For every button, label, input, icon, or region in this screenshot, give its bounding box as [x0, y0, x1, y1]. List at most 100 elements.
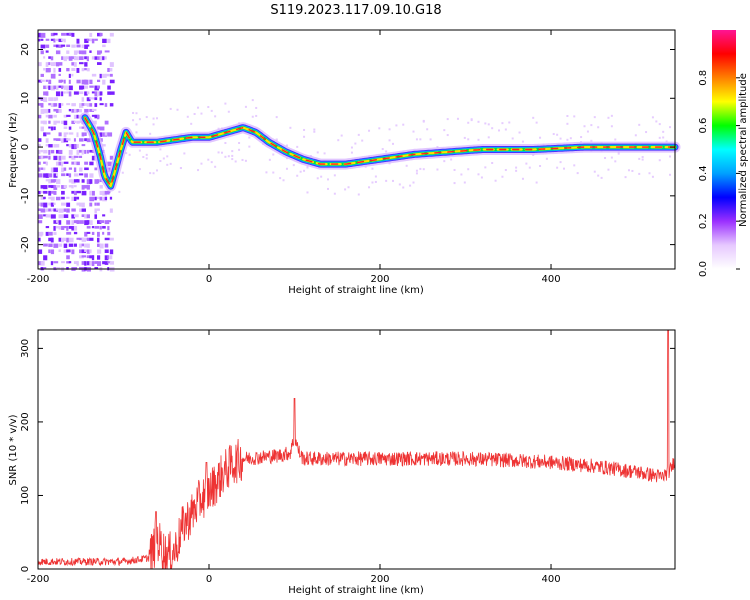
spectrogram-cell	[166, 163, 169, 166]
spectrogram-cell	[55, 144, 60, 148]
spectrogram-cell	[76, 261, 79, 266]
spectrogram-cell	[45, 173, 49, 178]
spectrogram-cell	[107, 85, 111, 90]
spectrogram-cell	[99, 220, 105, 223]
spectrogram-cell	[610, 156, 613, 159]
spectrogram-cell	[214, 115, 217, 118]
spectrogram-cell	[48, 120, 51, 124]
spectrogram-cell	[71, 196, 77, 201]
spectrogram-cell	[91, 38, 95, 44]
spectrogram-cell	[68, 149, 73, 155]
spectrogram-cell	[532, 116, 535, 119]
spectrogram-cell	[658, 123, 661, 126]
spectrogram-cell	[89, 149, 93, 153]
spectrogram-cell	[66, 202, 71, 207]
spectrogram-cell	[94, 85, 99, 91]
snr-series-line	[37, 329, 676, 570]
spectrogram-cell	[138, 118, 141, 121]
spectrogram-cell	[66, 226, 69, 231]
spectrogram-cell	[71, 32, 75, 37]
spectrogram-cell	[38, 114, 42, 119]
spectrogram-cell	[58, 249, 61, 252]
spectrogram-cell	[504, 128, 507, 131]
spectrogram-cell	[61, 190, 65, 195]
spectrogram-cell	[96, 208, 100, 211]
spectrogram-cell	[68, 261, 72, 264]
spectrogram-cell	[43, 149, 48, 154]
spectrogram-cell	[53, 167, 58, 173]
spectrogram-cell	[604, 157, 607, 160]
colorbar: 0.0 0.2 0.4 0.6 0.8 Normalized spectral ampl…	[698, 30, 749, 277]
spectrogram-cell	[43, 243, 48, 247]
spectrogram-cell	[71, 103, 76, 107]
spectrogram-cell	[76, 149, 80, 155]
spectrogram-cell	[409, 184, 412, 187]
spectrogram-cell	[374, 175, 377, 178]
spectrogram-cell	[71, 226, 76, 231]
spectrogram-cell	[38, 214, 43, 219]
spectrogram-cell	[91, 255, 95, 261]
spectrogram-cell	[463, 181, 466, 184]
spectrogram-cell	[38, 149, 41, 154]
y-tick-label: 20	[20, 43, 31, 56]
spectrogram-cell	[91, 73, 97, 77]
spectrogram-cell	[43, 255, 48, 261]
spectrogram-cell	[109, 79, 115, 84]
spectrogram-cell	[73, 185, 77, 188]
spectrogram-cell	[73, 144, 78, 149]
spectrogram-cell	[91, 56, 95, 60]
colorbar-tick-label: 0.8	[698, 70, 709, 86]
spectrogram-cell	[58, 214, 64, 219]
spectrogram-cell	[68, 185, 74, 188]
spectrogram-cell	[66, 208, 70, 213]
spectrogram-cell	[66, 44, 71, 48]
spectrogram-cell	[71, 67, 76, 71]
spectrogram-cell	[73, 161, 79, 165]
spectrogram-cell	[81, 179, 85, 183]
spectrogram-cell	[200, 162, 203, 165]
spectrogram-cell	[43, 91, 49, 96]
spectrogram-cell	[102, 79, 106, 85]
spectrogram-cell	[68, 32, 73, 35]
spectrogram-cell	[145, 153, 148, 156]
spectrogram-panel: -200 0 200 400 -20 -10 0 10 20 Height of straig…	[8, 29, 681, 296]
spectrogram-cell	[306, 191, 309, 194]
spectrogram-cell	[669, 173, 672, 176]
spectrogram-cell	[55, 85, 59, 90]
spectrogram-noise-cells	[38, 32, 672, 272]
spectrogram-cell	[107, 167, 112, 172]
spectrogram-cell	[128, 153, 131, 156]
spectrogram-cell	[68, 108, 71, 112]
spectrogram-cell	[265, 171, 268, 174]
spectrogram-cell	[66, 249, 71, 253]
spectrogram-cell	[84, 220, 89, 226]
spectrogram-cell	[89, 97, 93, 100]
spectrogram-cell	[79, 208, 84, 212]
spectrogram-cell	[545, 157, 548, 160]
spectrogram-cell	[450, 158, 453, 161]
spectrogram-cell	[477, 173, 480, 176]
spectrogram-cell	[645, 131, 648, 134]
spectrogram-cell	[327, 178, 330, 181]
spectrogram-cell	[224, 102, 227, 105]
spectrogram-cell	[48, 173, 53, 178]
spectrogram-cell	[102, 132, 107, 137]
spectrogram-cell	[73, 190, 77, 196]
spectrogram-cell	[86, 226, 91, 229]
spectrogram-cell	[285, 167, 288, 170]
spectrogram-cell	[43, 120, 47, 125]
spectrogram-cell	[50, 62, 56, 67]
spectrogram-cell	[79, 108, 82, 113]
spectrogram-cell	[573, 164, 576, 167]
spectrogram-cell	[419, 167, 422, 170]
spectrogram-cell	[487, 123, 490, 126]
spectrogram-cell	[556, 133, 559, 136]
spectrogram-cell	[109, 255, 113, 260]
spectrogram-cell	[81, 243, 85, 247]
spectrogram-cell	[272, 153, 275, 156]
spectrogram-cell	[244, 105, 247, 108]
spectrogram-cell	[43, 190, 48, 194]
spectrogram-cell	[207, 158, 210, 161]
spectrogram-cell	[99, 91, 103, 96]
spectrogram-cell	[224, 155, 227, 158]
